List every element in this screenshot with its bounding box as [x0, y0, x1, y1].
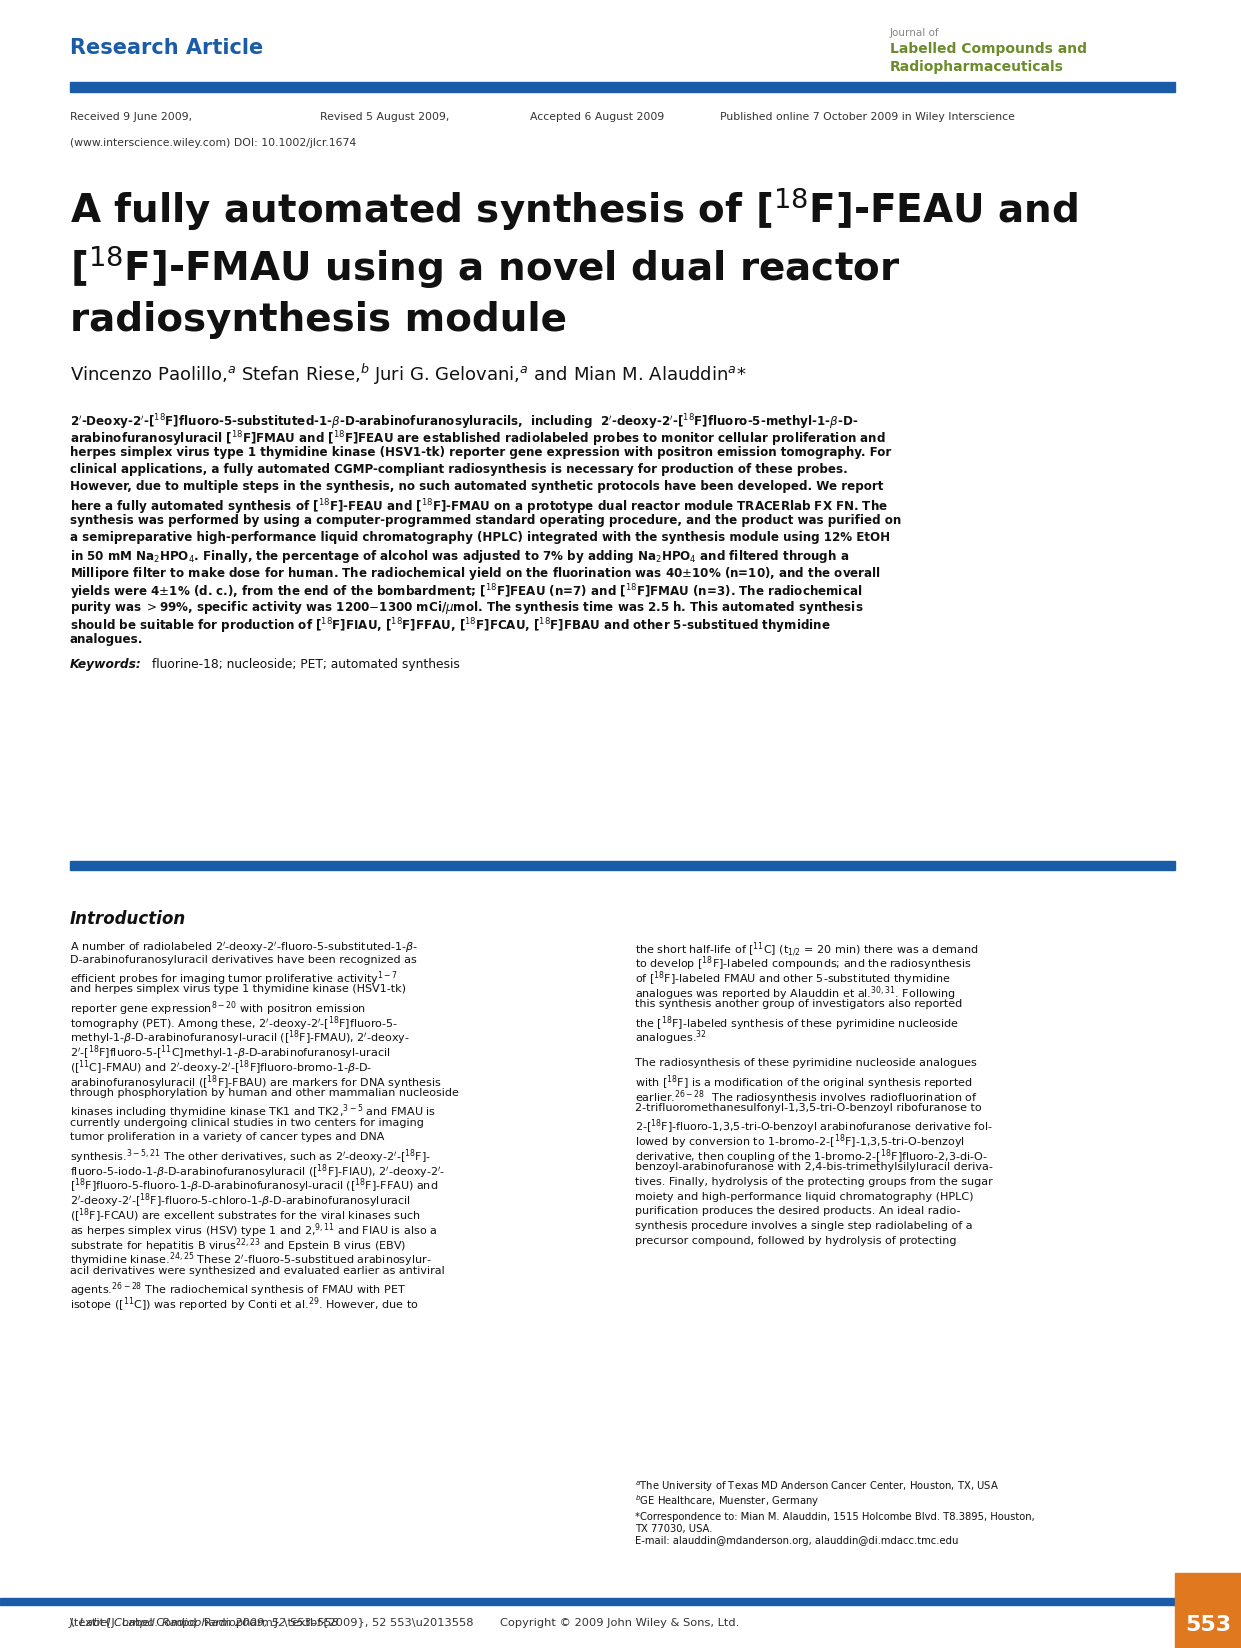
Text: Millipore filter to make dose for human. The radiochemical yield on the fluorina: Millipore filter to make dose for human.… [69, 565, 881, 582]
Text: arabinofuranosyluracil [$^{18}$F]FMAU and [$^{18}$F]FEAU are established radiola: arabinofuranosyluracil [$^{18}$F]FMAU an… [69, 428, 886, 448]
Text: kinases including thymidine kinase TK1 and TK2,$^{3-5}$ and FMAU is: kinases including thymidine kinase TK1 a… [69, 1103, 436, 1121]
Text: analogues.: analogues. [69, 633, 144, 646]
Text: arabinofuranosyluracil ([$^{18}$F]-FBAU) are markers for DNA synthesis: arabinofuranosyluracil ([$^{18}$F]-FBAU)… [69, 1073, 442, 1093]
Text: Published online 7 October 2009 in Wiley Interscience: Published online 7 October 2009 in Wiley… [720, 112, 1015, 122]
Text: this synthesis another group of investigators also reported: this synthesis another group of investig… [635, 999, 962, 1009]
Text: The radiosynthesis of these pyrimidine nucleoside analogues: The radiosynthesis of these pyrimidine n… [635, 1058, 977, 1068]
Text: analogues.$^{32}$: analogues.$^{32}$ [635, 1028, 707, 1048]
Text: Vincenzo Paolillo,$^{a}$ Stefan Riese,$^{b}$ Juri G. Gelovani,$^{a}$ and Mian M.: Vincenzo Paolillo,$^{a}$ Stefan Riese,$^… [69, 363, 747, 387]
Text: benzoyl-arabinofuranose with 2,4-bis-trimethylsilyluracil deriva-: benzoyl-arabinofuranose with 2,4-bis-tri… [635, 1162, 993, 1172]
Text: as herpes simplex virus (HSV) type 1 and 2,$^{9,11}$ and FIAU is also a: as herpes simplex virus (HSV) type 1 and… [69, 1221, 437, 1239]
Text: methyl-1-$\beta$-D-arabinofuranosyl-uracil ([$^{18}$F]-FMAU), 2$'$-deoxy-: methyl-1-$\beta$-D-arabinofuranosyl-urac… [69, 1028, 410, 1048]
Text: earlier.$^{26-28}$  The radiosynthesis involves radiofluorination of: earlier.$^{26-28}$ The radiosynthesis in… [635, 1088, 978, 1106]
Text: fluorine-18; nucleoside; PET; automated synthesis: fluorine-18; nucleoside; PET; automated … [148, 658, 460, 671]
Text: synthesis.$^{3-5,21}$ The other derivatives, such as 2$'$-deoxy-2$'$-[$^{18}$F]-: synthesis.$^{3-5,21}$ The other derivati… [69, 1147, 431, 1165]
Text: moiety and high-performance liquid chromatography (HPLC): moiety and high-performance liquid chrom… [635, 1192, 973, 1201]
Text: to develop [$^{18}$F]-labeled compounds; and the radiosynthesis: to develop [$^{18}$F]-labeled compounds;… [635, 954, 972, 974]
Text: E-mail: alauddin@mdanderson.org, alauddin@di.mdacc.tmc.edu: E-mail: alauddin@mdanderson.org, alauddi… [635, 1536, 958, 1546]
Text: through phosphorylation by human and other mammalian nucleoside: through phosphorylation by human and oth… [69, 1088, 459, 1098]
Text: Labelled Compounds and
Radiopharmaceuticals: Labelled Compounds and Radiopharmaceutic… [890, 41, 1087, 74]
Text: Accepted 6 August 2009: Accepted 6 August 2009 [530, 112, 664, 122]
Text: ([$^{18}$F]-FCAU) are excellent substrates for the viral kinases such: ([$^{18}$F]-FCAU) are excellent substrat… [69, 1206, 421, 1224]
Text: purification produces the desired products. An ideal radio-: purification produces the desired produc… [635, 1206, 961, 1216]
Text: here a fully automated synthesis of [$^{18}$F]-FEAU and [$^{18}$F]-FMAU on a pro: here a fully automated synthesis of [$^{… [69, 498, 889, 516]
Text: herpes simplex virus type 1 thymidine kinase (HSV1-tk) reporter gene expression : herpes simplex virus type 1 thymidine ki… [69, 447, 891, 460]
Text: D-arabinofuranosyluracil derivatives have been recognized as: D-arabinofuranosyluracil derivatives hav… [69, 954, 417, 964]
Text: ([$^{11}$C]-FMAU) and 2$'$-deoxy-2$'$-[$^{18}$F]fluoro-bromo-1-$\beta$-D-: ([$^{11}$C]-FMAU) and 2$'$-deoxy-2$'$-[$… [69, 1058, 372, 1078]
Text: $^{b}$GE Healthcare, Muenster, Germany: $^{b}$GE Healthcare, Muenster, Germany [635, 1493, 819, 1510]
Text: 2$'$-deoxy-2$'$-[$^{18}$F]-fluoro-5-chloro-1-$\beta$-D-arabinofuranosyluracil: 2$'$-deoxy-2$'$-[$^{18}$F]-fluoro-5-chlo… [69, 1192, 411, 1210]
Text: A fully automated synthesis of [$^{18}$F]-FEAU and: A fully automated synthesis of [$^{18}$F… [69, 185, 1078, 232]
Text: radiosynthesis module: radiosynthesis module [69, 302, 567, 339]
Bar [1175, 1572, 1241, 1648]
Text: acil derivatives were synthesized and evaluated earlier as antiviral: acil derivatives were synthesized and ev… [69, 1266, 444, 1276]
Text: currently undergoing clinical studies in two centers for imaging: currently undergoing clinical studies in… [69, 1117, 424, 1127]
Text: clinical applications, a fully automated CGMP-compliant radiosynthesis is necess: clinical applications, a fully automated… [69, 463, 848, 476]
Text: purity was $>$99%, specific activity was 1200$-$1300 mCi/$\mu$mol. The synthesis: purity was $>$99%, specific activity was… [69, 598, 864, 616]
Text: thymidine kinase.$^{24,25}$ These 2$'$-fluoro-5-substitued arabinosylur-: thymidine kinase.$^{24,25}$ These 2$'$-f… [69, 1251, 432, 1269]
Text: reporter gene expression$^{8-20}$ with positron emission: reporter gene expression$^{8-20}$ with p… [69, 999, 366, 1018]
Text: lowed by conversion to 1-bromo-2-[$^{18}$F]-1,3,5-tri-O-benzoyl: lowed by conversion to 1-bromo-2-[$^{18}… [635, 1132, 964, 1150]
Text: Journal of: Journal of [890, 28, 939, 38]
Text: 553: 553 [1185, 1615, 1231, 1635]
Text: fluoro-5-iodo-1-$\beta$-D-arabinofuranosyluracil ([$^{18}$F]-FIAU), 2$'$-deoxy-2: fluoro-5-iodo-1-$\beta$-D-arabinofuranos… [69, 1162, 446, 1180]
Text: yields were 4$\pm$1% (d. c.), from the end of the bombardment; [$^{18}$F]FEAU (n: yields were 4$\pm$1% (d. c.), from the e… [69, 582, 862, 602]
Text: $^{a}$The University of Texas MD Anderson Cancer Center, Houston, TX, USA: $^{a}$The University of Texas MD Anderso… [635, 1480, 999, 1495]
Text: Received 9 June 2009,: Received 9 June 2009, [69, 112, 192, 122]
Text: 2$'$-[$^{18}$F]fluoro-5-[$^{11}$C]methyl-1-$\beta$-D-arabinofuranosyl-uracil: 2$'$-[$^{18}$F]fluoro-5-[$^{11}$C]methyl… [69, 1043, 391, 1063]
Text: derivative, then coupling of the 1-bromo-2-[$^{18}$F]fluoro-2,3-di-O-: derivative, then coupling of the 1-bromo… [635, 1147, 988, 1165]
Bar [69, 82, 1175, 92]
Text: Keywords:: Keywords: [69, 658, 141, 671]
Text: precursor compound, followed by hydrolysis of protecting: precursor compound, followed by hydrolys… [635, 1236, 957, 1246]
Text: synthesis procedure involves a single step radiolabeling of a: synthesis procedure involves a single st… [635, 1221, 973, 1231]
Text: in 50 mM Na$_2$HPO$_4$. Finally, the percentage of alcohol was adjusted to 7% by: in 50 mM Na$_2$HPO$_4$. Finally, the per… [69, 549, 849, 565]
Text: synthesis was performed by using a computer-programmed standard operating proced: synthesis was performed by using a compu… [69, 514, 901, 527]
Text: Revised 5 August 2009,: Revised 5 August 2009, [320, 112, 449, 122]
Text: *Correspondence to: Mian M. Alauddin, 1515 Holcombe Blvd. T8.3895, Houston,: *Correspondence to: Mian M. Alauddin, 15… [635, 1511, 1035, 1523]
Text: substrate for hepatitis B virus$^{22,23}$ and Epstein B virus (EBV): substrate for hepatitis B virus$^{22,23}… [69, 1236, 406, 1254]
Text: [$^{18}$F]fluoro-5-fluoro-1-$\beta$-D-arabinofuranosyl-uracil ([$^{18}$F]-FFAU) : [$^{18}$F]fluoro-5-fluoro-1-$\beta$-D-ar… [69, 1177, 438, 1195]
Text: analogues was reported by Alauddin et al.$^{30,31}$. Following: analogues was reported by Alauddin et al… [635, 984, 956, 1004]
Text: Copyright © 2009 John Wiley & Sons, Ltd.: Copyright © 2009 John Wiley & Sons, Ltd. [500, 1618, 740, 1628]
Text: Research Article: Research Article [69, 38, 263, 58]
Text: 2$'$-Deoxy-2$'$-[$^{18}$F]fluoro-5-substituted-1-$\beta$-D-arabinofuranosyluraci: 2$'$-Deoxy-2$'$-[$^{18}$F]fluoro-5-subst… [69, 412, 859, 432]
Text: tumor proliferation in a variety of cancer types and DNA: tumor proliferation in a variety of canc… [69, 1132, 385, 1142]
Text: of [$^{18}$F]-labeled FMAU and other 5-substituted thymidine: of [$^{18}$F]-labeled FMAU and other 5-s… [635, 969, 951, 989]
Text: tomography (PET). Among these, 2$'$-deoxy-2$'$-[$^{18}$F]fluoro-5-: tomography (PET). Among these, 2$'$-deox… [69, 1014, 398, 1033]
Text: Introduction: Introduction [69, 910, 186, 928]
Text: agents.$^{26-28}$ The radiochemical synthesis of FMAU with PET: agents.$^{26-28}$ The radiochemical synt… [69, 1280, 406, 1299]
Text: the [$^{18}$F]-labeled synthesis of these pyrimidine nucleoside: the [$^{18}$F]-labeled synthesis of thes… [635, 1014, 959, 1033]
Text: 2-trifluoromethanesulfonyl-1,3,5-tri-O-benzoyl ribofuranose to: 2-trifluoromethanesulfonyl-1,3,5-tri-O-b… [635, 1103, 982, 1112]
Text: A number of radiolabeled 2$'$-deoxy-2$'$-fluoro-5-substituted-1-$\beta$-: A number of radiolabeled 2$'$-deoxy-2$'$… [69, 939, 418, 954]
Text: a semipreparative high-performance liquid chromatography (HPLC) integrated with : a semipreparative high-performance liqui… [69, 531, 890, 544]
Text: However, due to multiple steps in the synthesis, no such automated synthetic pro: However, due to multiple steps in the sy… [69, 480, 884, 493]
Text: \textit{J. Label Compd. Radiopharm} \textbf{2009}, 52 553\u2013558: \textit{J. Label Compd. Radiopharm} \tex… [69, 1618, 474, 1628]
Text: TX 77030, USA.: TX 77030, USA. [635, 1524, 712, 1534]
Text: and herpes simplex virus type 1 thymidine kinase (HSV1-tk): and herpes simplex virus type 1 thymidin… [69, 984, 406, 994]
Text: 2-[$^{18}$F]-fluoro-1,3,5-tri-O-benzoyl arabinofuranose derivative fol-: 2-[$^{18}$F]-fluoro-1,3,5-tri-O-benzoyl … [635, 1117, 993, 1135]
Text: (www.interscience.wiley.com) DOI: 10.1002/jlcr.1674: (www.interscience.wiley.com) DOI: 10.100… [69, 138, 356, 148]
Text: J. Label Compd. Radiopharm 2009, 52 553–558: J. Label Compd. Radiopharm 2009, 52 553–… [69, 1618, 340, 1628]
Text: with [$^{18}$F] is a modification of the original synthesis reported: with [$^{18}$F] is a modification of the… [635, 1073, 973, 1093]
Bar [69, 860, 1175, 870]
Text: the short half-life of [$^{11}$C] (t$_{1/2}$ = 20 min) there was a demand: the short half-life of [$^{11}$C] (t$_{1… [635, 939, 979, 959]
Text: should be suitable for production of [$^{18}$F]FIAU, [$^{18}$F]FFAU, [$^{18}$F]F: should be suitable for production of [$^… [69, 616, 830, 636]
Text: [$^{18}$F]-FMAU using a novel dual reactor: [$^{18}$F]-FMAU using a novel dual react… [69, 242, 900, 290]
Text: isotope ([$^{11}$C]) was reported by Conti et al.$^{29}$. However, due to: isotope ([$^{11}$C]) was reported by Con… [69, 1295, 418, 1313]
Text: efficient probes for imaging tumor proliferative activity$^{1-7}$: efficient probes for imaging tumor proli… [69, 969, 398, 989]
Bar [0, 1599, 1241, 1605]
Text: tives. Finally, hydrolysis of the protecting groups from the sugar: tives. Finally, hydrolysis of the protec… [635, 1177, 993, 1187]
